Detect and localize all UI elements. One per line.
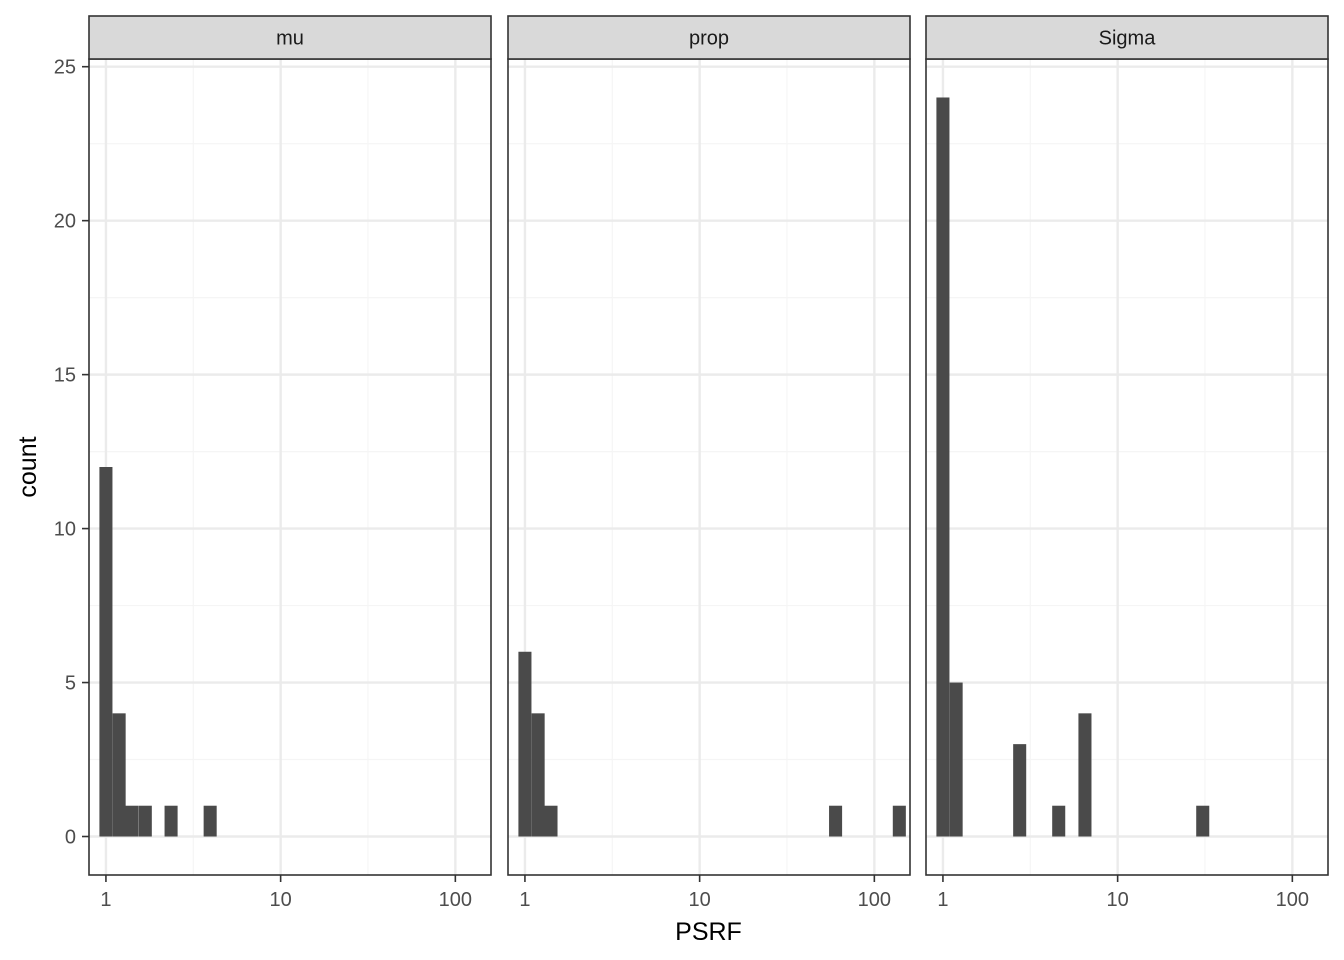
x-tick-label: 10 (1107, 889, 1129, 911)
histogram-bar (138, 805, 152, 837)
x-axis: 1 10 100 (519, 875, 891, 911)
facet-strip-label: prop (689, 28, 729, 50)
panel-background (508, 59, 910, 875)
bars (99, 467, 217, 837)
facet-strip-label: Sigma (1099, 28, 1157, 50)
x-tick-label: 10 (689, 889, 711, 911)
x-axis-title: PSRF (675, 918, 742, 946)
facet-strip-label: mu (276, 28, 304, 50)
panel-sigma: Sigma 1 10 100 (925, 15, 1329, 911)
x-tick-label: 1 (519, 889, 530, 911)
histogram-bar (203, 805, 217, 837)
x-tick-label: 10 (270, 889, 292, 911)
x-tick-label: 1 (100, 889, 111, 911)
y-axis-title: count (14, 436, 42, 497)
histogram-bar (531, 713, 545, 837)
histogram-bar (829, 805, 843, 837)
histogram-bar (125, 805, 139, 837)
histogram-bar (949, 682, 963, 837)
panel-background (89, 59, 491, 875)
histogram-bar (1013, 744, 1027, 837)
bars (518, 651, 906, 837)
histogram-bar (936, 97, 950, 837)
histogram-bar (112, 713, 126, 837)
histogram-bar (518, 651, 532, 837)
histogram-bar (99, 467, 113, 837)
y-tick-label: 20 (54, 211, 76, 233)
y-tick-label: 0 (65, 827, 76, 849)
bars (936, 97, 1210, 837)
y-tick-label: 10 (54, 519, 76, 541)
histogram-bar (892, 805, 906, 837)
x-axis: 1 10 100 (937, 875, 1309, 911)
panel-background (926, 59, 1328, 875)
panels: mu 1 10 100 prop 1 10 100 Sigma 1 10 100 (88, 15, 1329, 911)
y-tick-label: 5 (65, 673, 76, 695)
x-tick-label: 100 (1276, 889, 1309, 911)
x-tick-label: 100 (858, 889, 891, 911)
facet-strip (925, 15, 1329, 60)
x-tick-label: 1 (937, 889, 948, 911)
y-tick-label: 25 (54, 57, 76, 79)
histogram-bar (164, 805, 178, 837)
grid-lines (508, 59, 910, 875)
histogram-bar (544, 805, 558, 837)
facet-strip (88, 15, 492, 60)
x-axis: 1 10 100 (100, 875, 472, 911)
y-tick-label: 15 (54, 365, 76, 387)
histogram-bar (1078, 713, 1092, 837)
x-tick-label: 100 (439, 889, 472, 911)
panel-prop: prop 1 10 100 (507, 15, 911, 911)
panel-mu: mu 1 10 100 (88, 15, 492, 911)
histogram-bar (1052, 805, 1066, 837)
facet-strip (507, 15, 911, 60)
y-axis: 0 5 10 15 20 25 (54, 57, 89, 849)
histogram-bar (1196, 805, 1210, 837)
